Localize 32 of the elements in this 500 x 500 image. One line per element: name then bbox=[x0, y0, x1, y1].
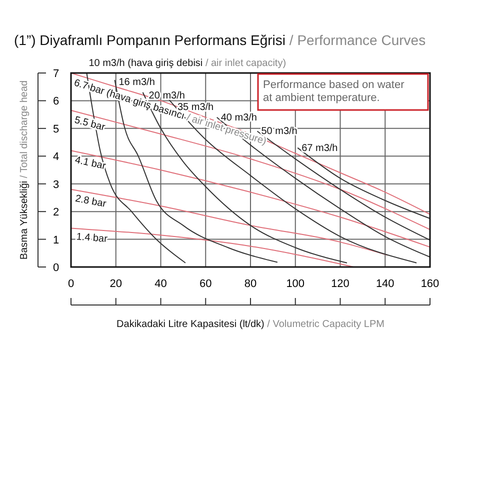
line-series bbox=[70, 228, 354, 268]
text: 4.1 bar bbox=[74, 154, 108, 172]
x-tick-label: 140 bbox=[376, 278, 394, 290]
y-tick-label: 1 bbox=[52, 234, 60, 246]
x-tick-label: 40 bbox=[154, 278, 167, 290]
x-tick-label: 100 bbox=[286, 278, 305, 290]
x-tick-label: 20 bbox=[110, 278, 122, 290]
x-tick-label: 120 bbox=[331, 278, 350, 290]
x-tick-label: 160 bbox=[420, 278, 440, 290]
y-tick-label: 0 bbox=[52, 262, 60, 274]
text: 2.8 bar bbox=[74, 193, 108, 210]
series-label: 67 m3/h bbox=[302, 142, 338, 154]
y-tick-label: 6 bbox=[52, 96, 60, 108]
y-tick-label: 7 bbox=[52, 68, 60, 80]
y-tick-label: 5 bbox=[52, 123, 60, 136]
line-series bbox=[70, 188, 388, 256]
x-tick-label: 0 bbox=[68, 278, 74, 290]
series-label: 10 m3/h (hava giriş debisi / air inlet capacity) bbox=[88, 58, 286, 69]
series-label: 1.4 bar bbox=[76, 232, 108, 246]
x-tick-label: 80 bbox=[244, 278, 257, 290]
x-tick-label: 60 bbox=[200, 278, 212, 290]
line-series bbox=[70, 150, 430, 248]
y-tick-label: 4 bbox=[52, 151, 60, 164]
y-tick-label: 3 bbox=[52, 178, 60, 191]
annotation: Performance based on water at ambient temperature. bbox=[263, 79, 405, 104]
series-label: 16 m3/h bbox=[118, 77, 155, 88]
y-axis-title: Basma Yüksekliği / Total discharge head bbox=[19, 80, 30, 260]
text: 5.5 bar bbox=[73, 114, 107, 134]
x-axis-title: Dakikadaki Litre Kapasitesi (lt/dk) / Volumetric Capacity LPM bbox=[116, 319, 384, 330]
chart-title: (1”) Diyaframlı Pompanın Performans Eğrisi / Performance Curves bbox=[14, 32, 426, 48]
y-tick-label: 2 bbox=[52, 206, 60, 219]
line-series bbox=[70, 72, 430, 215]
